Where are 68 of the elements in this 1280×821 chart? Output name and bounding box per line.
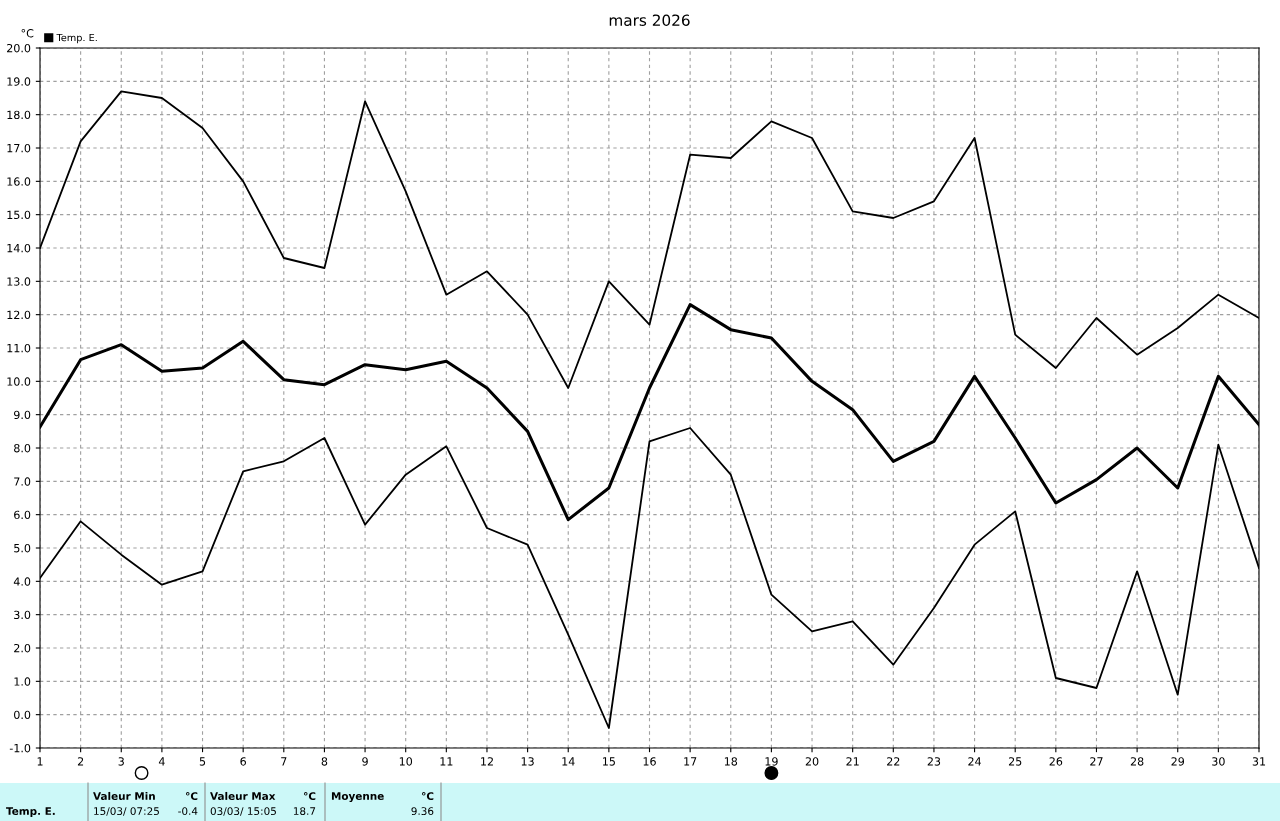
x-tick-label: 7 — [281, 757, 287, 766]
text: °C — [186, 792, 198, 801]
x-tick-label: 4 — [158, 757, 165, 766]
x-tick-label: 16 — [643, 757, 656, 766]
text: Valeur Max — [210, 791, 276, 801]
x-tick-label: 11 — [440, 757, 453, 766]
y-tick-label: 6.0 — [14, 510, 31, 520]
x-tick-label: 1 — [37, 757, 43, 766]
x-tick-label: 12 — [481, 757, 493, 766]
x-tick-label: 17 — [684, 757, 697, 766]
x-tick-label: 9 — [362, 757, 368, 766]
text: °C — [422, 792, 434, 801]
x-tick-label: 5 — [199, 757, 206, 766]
y-tick-label: 0.0 — [14, 710, 31, 720]
x-tick-label: 28 — [1130, 757, 1144, 766]
y-tick-label: 8.0 — [14, 443, 31, 453]
y-tick-label: 16.0 — [7, 177, 31, 186]
x-tick-label: 15 — [603, 757, 615, 766]
y-axis-title: °C — [21, 29, 34, 38]
x-tick-label: 25 — [1008, 757, 1022, 766]
y-tick-label: -1.0 — [9, 743, 31, 753]
x-tick-label: 24 — [968, 757, 982, 766]
x-tick-label: 20 — [805, 757, 819, 766]
text: 15/03/ 07:25 — [94, 807, 159, 816]
x-tick-label: 29 — [1171, 757, 1185, 766]
y-tick-label: 4.0 — [13, 577, 31, 586]
text: °C — [304, 792, 316, 801]
y-tick-label: 19.0 — [7, 77, 31, 86]
x-tick-label: 19 — [765, 757, 778, 766]
y-tick-label: 14.0 — [7, 243, 31, 253]
x-tick-label: 26 — [1049, 757, 1063, 766]
text: -0.4 — [178, 807, 198, 816]
x-tick-label: 6 — [240, 757, 246, 766]
text: 03/03/ 15:05 — [210, 807, 276, 816]
x-tick-label: 13 — [521, 757, 534, 766]
legend-label: Temp. E. — [56, 34, 97, 44]
x-tick-label: 2 — [77, 757, 84, 766]
y-tick-label: 1.0 — [14, 677, 31, 686]
y-tick-label: 11.0 — [7, 343, 31, 353]
y-tick-label: 3.0 — [14, 610, 31, 620]
x-tick-label: 8 — [321, 757, 328, 766]
text: 9.36 — [411, 807, 434, 816]
y-tick-label: 15.0 — [7, 210, 31, 220]
chart-title: mars 2026 — [609, 14, 690, 26]
text: Temp. E. — [6, 807, 55, 818]
y-tick-label: 9.0 — [14, 410, 31, 420]
x-tick-label: 18 — [724, 757, 738, 766]
x-tick-label: 3 — [118, 757, 124, 766]
x-tick-label: 10 — [399, 757, 413, 766]
y-tick-label: 12.0 — [7, 310, 31, 320]
y-tick-label: 10.0 — [7, 377, 31, 386]
text: Valeur Min — [93, 791, 155, 801]
x-tick-label: 31 — [1252, 757, 1266, 766]
y-tick-label: 20.0 — [7, 43, 31, 53]
y-tick-label: 17.0 — [7, 143, 31, 153]
x-tick-label: 30 — [1212, 757, 1225, 766]
x-tick-label: 22 — [887, 757, 900, 766]
y-tick-label: 2.0 — [14, 643, 31, 653]
y-tick-label: 18.0 — [7, 110, 31, 120]
x-tick-label: 27 — [1090, 757, 1103, 766]
x-tick-label: 14 — [562, 757, 575, 766]
y-tick-label: 5.0 — [14, 543, 31, 553]
text: Moyenne — [331, 792, 384, 803]
y-tick-label: 7.0 — [14, 477, 31, 486]
text: 18.7 — [293, 807, 316, 816]
x-tick-label: 21 — [846, 757, 859, 766]
y-tick-label: 13.0 — [7, 277, 31, 286]
x-tick-label: 23 — [927, 757, 941, 766]
